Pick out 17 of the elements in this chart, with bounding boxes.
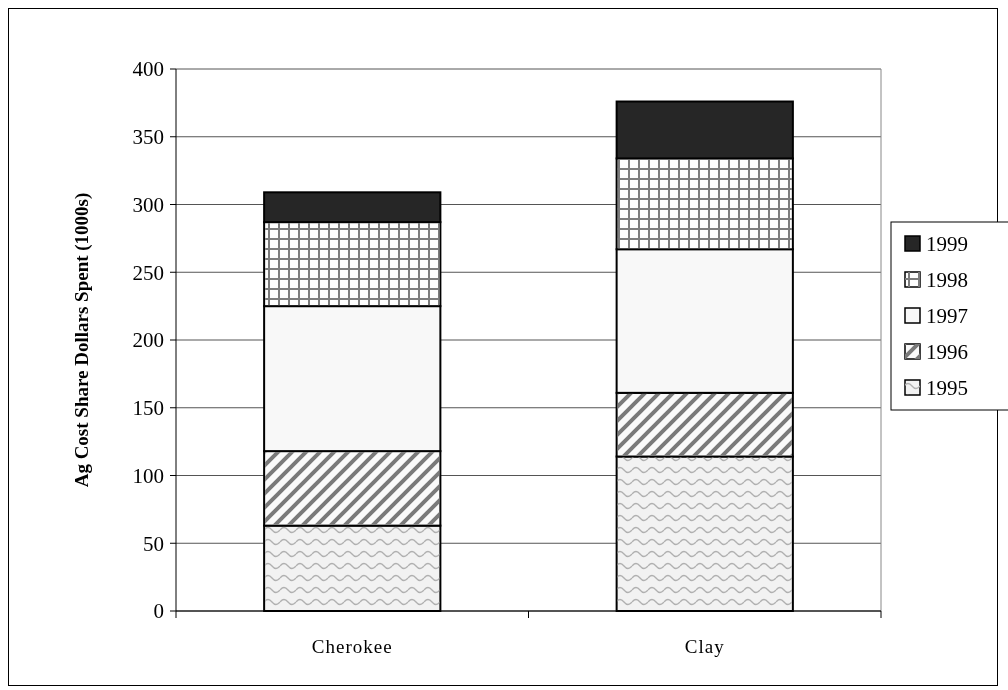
y-tick-label: 400 bbox=[132, 57, 164, 82]
y-tick-label: 0 bbox=[153, 599, 164, 624]
y-tick-label: 100 bbox=[132, 463, 164, 488]
y-tick-label: 250 bbox=[132, 260, 164, 285]
x-tick-label: Cherokee bbox=[311, 636, 393, 657]
legend-label: 1995 bbox=[926, 376, 968, 401]
y-tick-label: 200 bbox=[132, 328, 164, 353]
legend-label: 1999 bbox=[926, 232, 968, 257]
y-axis-title: Ag Cost Share Dollars Spent (1000s) bbox=[71, 192, 93, 488]
legend-label: 1997 bbox=[926, 304, 968, 329]
y-tick-label: 300 bbox=[132, 192, 164, 217]
legend-label: 1996 bbox=[926, 340, 968, 365]
y-tick-label: 350 bbox=[132, 125, 164, 150]
x-tick-label: Clay bbox=[684, 636, 725, 657]
legend-label: 1998 bbox=[926, 268, 968, 293]
y-tick-label: 50 bbox=[143, 531, 164, 556]
y-tick-label: 150 bbox=[132, 396, 164, 421]
